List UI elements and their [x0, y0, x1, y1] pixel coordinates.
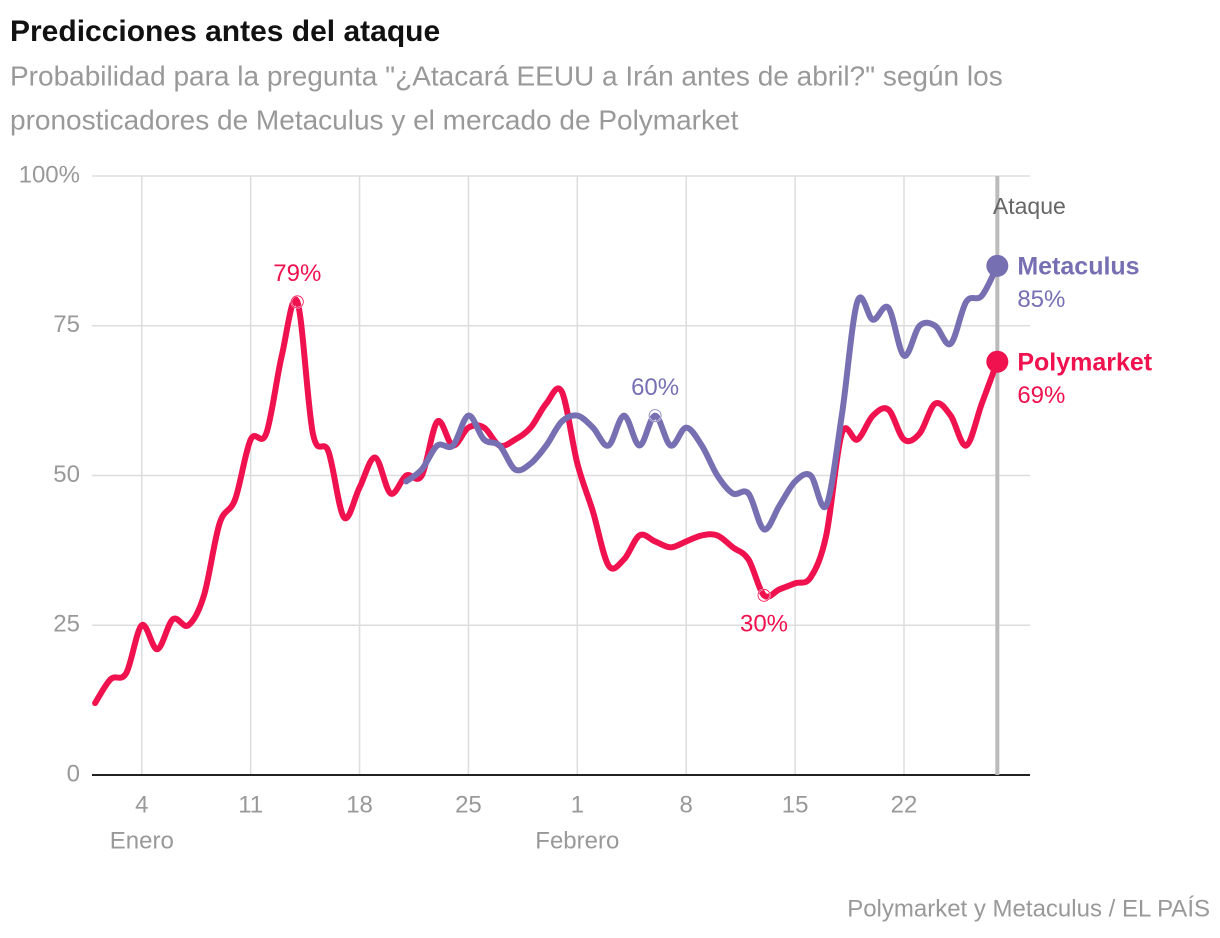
x-tick-label: 15: [782, 791, 809, 818]
annotation-marker-ring: [290, 295, 304, 309]
end-value-label: 69%: [1017, 382, 1065, 409]
end-value-label: 85%: [1017, 286, 1065, 313]
y-tick-label: 0: [67, 760, 80, 787]
chart-subtitle: pronosticadores de Metaculus y el mercad…: [10, 104, 739, 135]
chart-subtitle: Probabilidad para la pregunta "¿Atacará …: [10, 60, 1003, 91]
chart-title: Predicciones antes del ataque: [10, 15, 440, 48]
end-marker: [986, 350, 1009, 373]
event-label: Ataque: [993, 193, 1066, 219]
x-tick-label: 25: [455, 791, 482, 818]
legend-label: Polymarket: [1017, 348, 1152, 376]
line-series: [92, 296, 1001, 707]
legend-label: Metaculus: [1017, 252, 1139, 280]
annotation-label: 60%: [631, 374, 679, 401]
month-label: Febrero: [535, 827, 619, 854]
x-tick-label: 1: [571, 791, 584, 818]
annotation-label: 30%: [740, 611, 788, 638]
x-tick-label: 11: [238, 791, 263, 818]
y-tick-label: 75: [53, 311, 80, 338]
source: Polymarket y Metaculus / EL PAÍS: [847, 895, 1210, 922]
x-tick-label: 8: [680, 791, 693, 818]
x-tick-label: 22: [891, 791, 918, 818]
y-tick-label: 50: [53, 461, 80, 488]
line-series: [403, 262, 1001, 533]
annotation-marker-ring: [648, 409, 662, 423]
annotation-marker-ring: [757, 588, 771, 602]
x-tick-label: 18: [346, 791, 373, 818]
end-marker: [986, 254, 1009, 277]
annotation-label: 79%: [273, 260, 321, 287]
month-label: Enero: [110, 827, 174, 854]
y-tick-label: 100%: [19, 161, 80, 188]
y-tick-label: 25: [53, 611, 80, 638]
x-tick-label: 4: [135, 791, 148, 818]
